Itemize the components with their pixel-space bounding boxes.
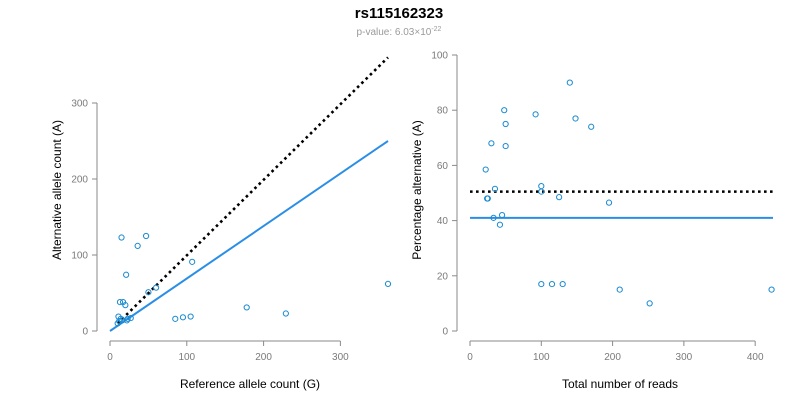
left-data-point [118, 234, 125, 241]
left-x-tick-label: 200 [255, 352, 272, 363]
right-x-tick-label: 100 [533, 352, 550, 363]
left-data-point [187, 313, 194, 320]
left-y-tick-label: 0 [82, 327, 88, 338]
left-data-point [145, 289, 152, 296]
left-reference-line [116, 56, 389, 325]
right-data-point [501, 107, 508, 114]
right-x-axis-title: Total number of reads [562, 377, 678, 391]
right-x-tick-label: 200 [604, 352, 621, 363]
left-data-point [172, 315, 179, 322]
right-x-tick-label: 300 [676, 352, 693, 363]
right-y-tick-label: 20 [437, 271, 449, 282]
right-data-point [538, 183, 545, 190]
left-data-point [116, 299, 124, 306]
right-data-point [548, 280, 556, 288]
right-data-point [532, 111, 539, 118]
right-data-point [559, 280, 566, 288]
right-data-point [538, 188, 545, 195]
left-data-point [124, 315, 131, 322]
left-data-point [189, 258, 196, 265]
right-data-point [646, 300, 653, 307]
left-data-point [134, 242, 141, 249]
left-y-tick-label: 200 [71, 175, 88, 186]
right-y-tick-label: 40 [437, 216, 449, 227]
left-data-point [127, 314, 134, 322]
left-panel: 0 100 200 300 0 100 200 300 Reference allele co… [50, 56, 392, 391]
left-data-point [152, 284, 160, 291]
right-data-point [488, 140, 495, 147]
left-gridless-axes: 0 100 200 300 0 100 200 300 [71, 99, 349, 364]
right-panel: 0 100 200 300 400 0 20 40 60 80 100 Total number o… [410, 51, 775, 391]
right-data-point [605, 199, 613, 206]
right-points [482, 79, 775, 307]
right-data-point [484, 195, 491, 202]
left-fit-line [109, 140, 389, 332]
right-data-point [496, 221, 504, 228]
left-data-point [123, 271, 130, 278]
right-y-tick-label: 0 [442, 327, 448, 338]
left-data-point [142, 232, 150, 240]
left-data-point [384, 280, 392, 287]
left-data-point [119, 317, 126, 324]
right-x-tick-label: 400 [747, 352, 764, 363]
left-data-point [243, 304, 250, 311]
right-gridless-axes: 0 100 200 300 400 0 20 40 60 80 100 [431, 51, 764, 364]
right-y-tick-label: 80 [437, 106, 449, 117]
right-x-tick-label: 0 [467, 352, 473, 363]
right-data-point [616, 286, 623, 293]
left-data-point [179, 314, 187, 321]
left-x-tick-label: 100 [178, 352, 195, 363]
right-data-point [491, 185, 499, 192]
right-data-point [768, 286, 775, 293]
left-y-tick-label: 100 [71, 251, 88, 262]
left-x-axis-title: Reference allele count (G) [180, 377, 320, 391]
chart-title: rs115162323 [355, 5, 443, 22]
right-data-point [566, 79, 573, 86]
right-y-tick-label: 100 [431, 51, 448, 62]
left-data-point [122, 302, 129, 309]
left-data-point [282, 310, 289, 317]
right-data-point [498, 211, 506, 219]
right-data-point [556, 194, 563, 201]
right-data-point [502, 120, 509, 128]
right-data-point [482, 166, 489, 173]
left-y-tick-label: 300 [71, 99, 88, 110]
right-y-axis-title: Percentage alternative (A) [410, 120, 424, 259]
left-y-axis-title: Alternative allele count (A) [50, 120, 64, 260]
right-y-tick-label: 60 [437, 161, 449, 172]
right-data-point [538, 280, 545, 288]
left-lines [109, 56, 389, 332]
right-data-point [588, 123, 595, 130]
chart-subtitle: p-value: 6.03×10-22 [357, 26, 442, 38]
left-x-tick-label: 0 [107, 352, 113, 363]
left-x-tick-label: 300 [332, 352, 349, 363]
left-points [114, 232, 392, 327]
right-lines [470, 190, 773, 219]
right-data-point [490, 214, 497, 221]
right-data-point [502, 142, 509, 150]
right-data-point [572, 115, 579, 122]
left-data-point [115, 313, 122, 320]
